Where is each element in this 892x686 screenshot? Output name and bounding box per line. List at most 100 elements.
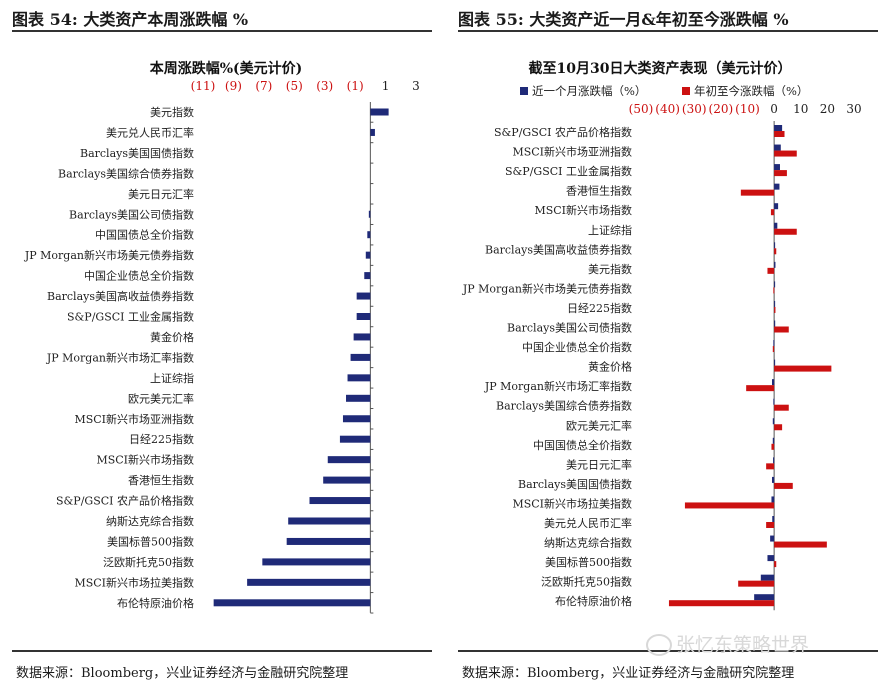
category-label: 欧元美元汇率 — [566, 418, 632, 432]
category-label: MSCI新兴市场指数 — [96, 453, 194, 467]
category-label: 泛欧斯托克50指数 — [541, 575, 632, 589]
category-label: 上证综指 — [588, 223, 632, 237]
category-label: Barclays美国高收益债券指数 — [47, 289, 194, 303]
category-label: MSCI新兴市场亚洲指数 — [74, 412, 194, 426]
category-label: 美国标普500指数 — [545, 555, 632, 569]
month-ytd-chart: 截至10月30日大类资产表现（美元计价） 近一个月涨跌幅（%） 年初至今涨跌幅（%）… — [462, 60, 862, 611]
legend-label-month: 近一个月涨跌幅（%） — [532, 84, 646, 98]
x-tick-label: 30 — [846, 102, 861, 116]
category-label: Barclays美国公司债指数 — [507, 321, 632, 335]
category-label: 中国企业债总全价指数 — [84, 269, 194, 283]
x-tick-label: (30) — [682, 102, 707, 116]
category-label: 纳斯达克综合指数 — [544, 536, 632, 550]
category-label: 中国国债总全价指数 — [533, 438, 632, 452]
category-label: 上证综指 — [150, 371, 194, 385]
legend-label-ytd: 年初至今涨跌幅（%） — [694, 84, 808, 98]
bar — [356, 292, 371, 300]
bar-month — [774, 125, 783, 131]
category-label: S&P/GSCI 工业金属指数 — [67, 310, 194, 324]
bar — [346, 394, 371, 402]
bar-ytd — [766, 522, 775, 528]
x-tick-label: 0 — [770, 102, 778, 116]
bar-ytd — [773, 287, 775, 294]
category-label: MSCI新兴市场拉美指数 — [512, 496, 632, 510]
right-panel: 图表 55: 大类资产近一月&年初至今涨跌幅 % 截至10月30日大类资产表现（… — [446, 0, 892, 686]
category-label: 美元兑人民币汇率 — [106, 125, 194, 139]
category-label: JP Morgan新兴市场美元债券指数 — [24, 248, 194, 262]
watermark: 张忆东策略世界 — [676, 634, 810, 656]
bar — [370, 108, 389, 116]
category-label: 中国企业债总全价指数 — [522, 340, 632, 354]
category-label: 香港恒生指数 — [566, 184, 632, 198]
x-tick-label: (5) — [286, 79, 303, 93]
x-tick-label: (10) — [735, 102, 760, 116]
bar-month — [774, 359, 776, 366]
bar-ytd — [774, 541, 827, 548]
bar — [353, 333, 371, 341]
category-label: 中国国债总全价指数 — [95, 228, 194, 242]
bar-ytd — [766, 463, 775, 470]
bar-ytd — [774, 326, 789, 333]
bar-month — [771, 379, 775, 386]
bar-ytd — [740, 189, 775, 196]
category-label: JP Morgan新兴市场汇率指数 — [46, 350, 194, 364]
category-label: Barclays美国国债指数 — [80, 146, 194, 160]
bar-ytd — [771, 443, 775, 450]
category-label: S&P/GSCI 工业金属指数 — [505, 164, 632, 178]
category-label: 日经225指数 — [129, 432, 194, 446]
bar-ytd — [668, 600, 775, 607]
bar — [262, 558, 371, 566]
figure-title: 图表 54: 大类资产本周涨跌幅 % — [12, 10, 249, 29]
bar — [327, 456, 371, 464]
bottom-rule — [12, 650, 432, 652]
category-label: Barclays美国综合债券指数 — [496, 399, 632, 413]
bar — [365, 251, 371, 259]
bar-ytd — [772, 346, 775, 353]
legend-swatch-month — [520, 87, 528, 95]
x-tick-label: (1) — [347, 79, 364, 93]
bar-month — [773, 398, 775, 405]
category-label: 欧元美元汇率 — [128, 391, 194, 405]
bar-month — [772, 437, 775, 444]
bar-ytd — [684, 502, 775, 509]
bar-month — [773, 457, 775, 464]
category-label: 美元指数 — [150, 105, 194, 119]
bar — [286, 537, 371, 545]
x-tick-label: (3) — [316, 79, 333, 93]
bar-ytd — [770, 209, 775, 216]
chart-title: 本周涨跌幅%(美元计价) — [150, 60, 303, 77]
x-tick-label: (40) — [655, 102, 680, 116]
x-tick-label: 3 — [412, 79, 420, 93]
bar-ytd — [774, 228, 797, 235]
source-note: 数据来源：Bloomberg，兴业证券经济与金融研究院整理 — [16, 666, 349, 681]
x-tick-label: 10 — [793, 102, 808, 116]
category-label: MSCI新兴市场拉美指数 — [74, 575, 194, 589]
category-label: 美元日元汇率 — [566, 457, 632, 471]
category-label: 美元指数 — [588, 262, 632, 276]
category-label: 布伦特原油价格 — [117, 596, 194, 610]
bar-month — [774, 281, 776, 288]
bar — [356, 313, 371, 320]
wechat-icon — [646, 634, 672, 656]
x-tick-label: 20 — [820, 102, 835, 116]
bar — [247, 578, 371, 586]
x-tick-label: (50) — [629, 102, 654, 116]
category-label: 美元兑人民币汇率 — [544, 516, 632, 530]
category-label: 美国标普500指数 — [107, 534, 194, 548]
bar-ytd — [774, 170, 787, 177]
bar — [350, 353, 371, 361]
legend-swatch-ytd — [682, 87, 690, 95]
x-tick-label: 1 — [382, 79, 390, 93]
bar-ytd — [746, 385, 775, 392]
category-label: 黄金价格 — [588, 360, 632, 374]
bar-month — [774, 242, 776, 249]
bar-month — [772, 418, 775, 425]
category-label: Barclays美国综合债券指数 — [58, 166, 194, 180]
category-label: 香港恒生指数 — [128, 473, 194, 487]
bar — [368, 210, 371, 218]
x-tick-label: (7) — [255, 79, 272, 93]
category-label: JP Morgan新兴市场汇率指数 — [484, 379, 632, 393]
bar-ytd — [774, 306, 776, 313]
bar-month — [772, 516, 775, 522]
bar — [364, 272, 371, 280]
